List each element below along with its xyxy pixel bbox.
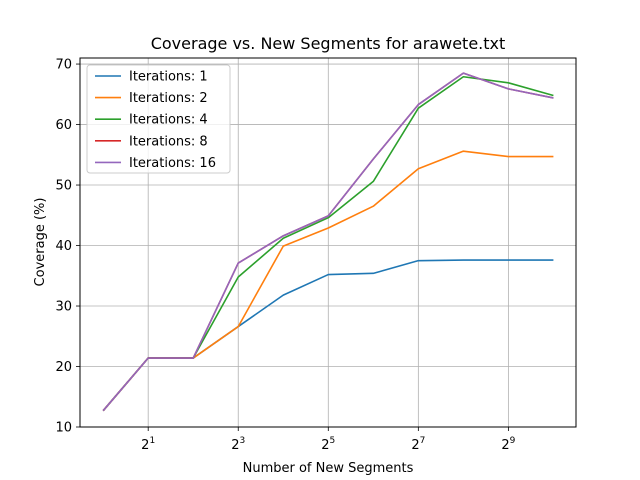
x-tick-base: 2 [321, 438, 329, 453]
y-tick-label: 40 [55, 239, 72, 254]
x-tick-exponent: 1 [149, 436, 155, 446]
chart-title: Coverage vs. New Segments for arawete.tx… [151, 34, 506, 53]
y-axis-label: Coverage (%) [33, 198, 48, 287]
legend-label: Iterations: 2 [129, 91, 208, 106]
series-line-5 [102, 72, 554, 412]
x-axis-label: Number of New Segments [243, 461, 414, 476]
legend-label: Iterations: 1 [129, 70, 208, 85]
x-tick-base: 2 [411, 438, 419, 453]
x-tick-base: 2 [141, 438, 149, 453]
x-tick-base: 2 [501, 438, 509, 453]
x-axis-ticks: 21 23 25 27 29 [141, 427, 516, 453]
x-tick-label: 27 [411, 436, 425, 453]
series-lines [102, 72, 554, 412]
legend-label: Iterations: 8 [129, 134, 208, 149]
x-tick-exponent: 9 [510, 436, 516, 446]
legend-label: Iterations: 16 [129, 156, 216, 171]
x-tick-label: 25 [321, 436, 335, 453]
y-tick-label: 50 [55, 179, 72, 194]
y-tick-label: 10 [55, 421, 72, 436]
y-tick-label: 70 [55, 58, 72, 73]
y-axis-ticks: 10 20 30 40 50 60 70 [55, 58, 80, 436]
legend: Iterations: 1 Iterations: 2 Iterations: 4 I… [86, 64, 231, 174]
x-tick-exponent: 7 [420, 436, 426, 446]
x-tick-label: 29 [501, 436, 515, 453]
y-tick-label: 60 [55, 118, 72, 133]
x-tick-base: 2 [231, 438, 239, 453]
x-tick-label: 23 [231, 436, 245, 453]
y-tick-label: 30 [55, 300, 72, 315]
legend-box [86, 64, 231, 174]
x-tick-exponent: 5 [330, 436, 336, 446]
legend-label: Iterations: 4 [129, 113, 208, 128]
y-tick-label: 20 [55, 360, 72, 375]
x-tick-exponent: 3 [240, 436, 246, 446]
x-tick-label: 21 [141, 436, 155, 453]
